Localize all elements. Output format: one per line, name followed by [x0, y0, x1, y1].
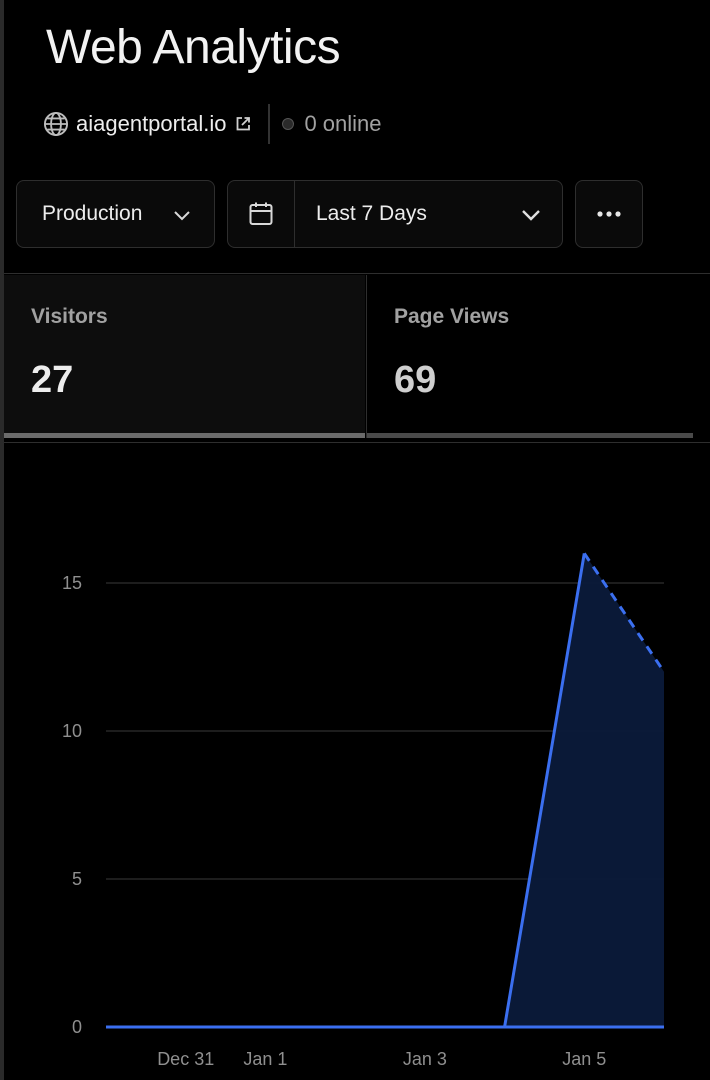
- x-tick-label: Jan 1: [243, 1049, 287, 1069]
- page-title: Web Analytics: [46, 21, 341, 74]
- chevron-down-icon: [174, 211, 190, 221]
- status-dot-icon: [282, 118, 295, 130]
- divider: [268, 104, 271, 144]
- series-line-projected: [583, 552, 666, 673]
- calendar-icon: [249, 202, 273, 225]
- active-tab-indicator: [4, 433, 365, 438]
- date-range-select[interactable]: Last 7 Days: [227, 180, 563, 248]
- environment-select[interactable]: Production: [16, 180, 215, 248]
- tab-indicator: [367, 433, 693, 438]
- more-icon: [597, 211, 621, 217]
- stat-label: Visitors: [31, 305, 108, 328]
- divider: [4, 273, 710, 274]
- y-tick-label: 10: [62, 721, 82, 741]
- series-line: [106, 553, 586, 1029]
- globe-icon: [43, 111, 69, 137]
- site-row: aiagentportal.io 0 online: [42, 104, 382, 144]
- calendar-button[interactable]: [228, 181, 295, 247]
- date-range-label: Last 7 Days: [316, 202, 427, 225]
- x-tick-label: Jan 3: [403, 1049, 447, 1069]
- external-link-icon[interactable]: [234, 115, 252, 133]
- visitors-chart: 0 5 10 15 Dec 31 Jan 1 Jan 3 Jan 5: [4, 444, 710, 1080]
- more-options-button[interactable]: [575, 180, 643, 248]
- divider: [4, 442, 710, 443]
- x-tick-label: Jan 5: [562, 1049, 606, 1069]
- stat-value: 27: [31, 359, 74, 401]
- x-tick-label: Dec 31: [157, 1049, 214, 1069]
- stat-tab-visitors[interactable]: Visitors 27: [4, 275, 365, 438]
- site-link[interactable]: aiagentportal.io: [76, 111, 227, 136]
- stat-tab-page-views[interactable]: Page Views 69: [366, 275, 710, 438]
- online-count: 0 online: [304, 111, 382, 136]
- chevron-down-icon: [522, 210, 540, 221]
- visitors-chart-svg: 0 5 10 15 Dec 31 Jan 1 Jan 3 Jan 5: [62, 552, 666, 1069]
- series-area: [106, 553, 664, 1027]
- environment-label: Production: [42, 202, 143, 225]
- y-tick-label: 0: [72, 1017, 82, 1037]
- stat-label: Page Views: [394, 305, 510, 328]
- y-tick-label: 15: [62, 573, 82, 593]
- stat-value: 69: [394, 359, 437, 401]
- y-tick-label: 5: [72, 869, 82, 889]
